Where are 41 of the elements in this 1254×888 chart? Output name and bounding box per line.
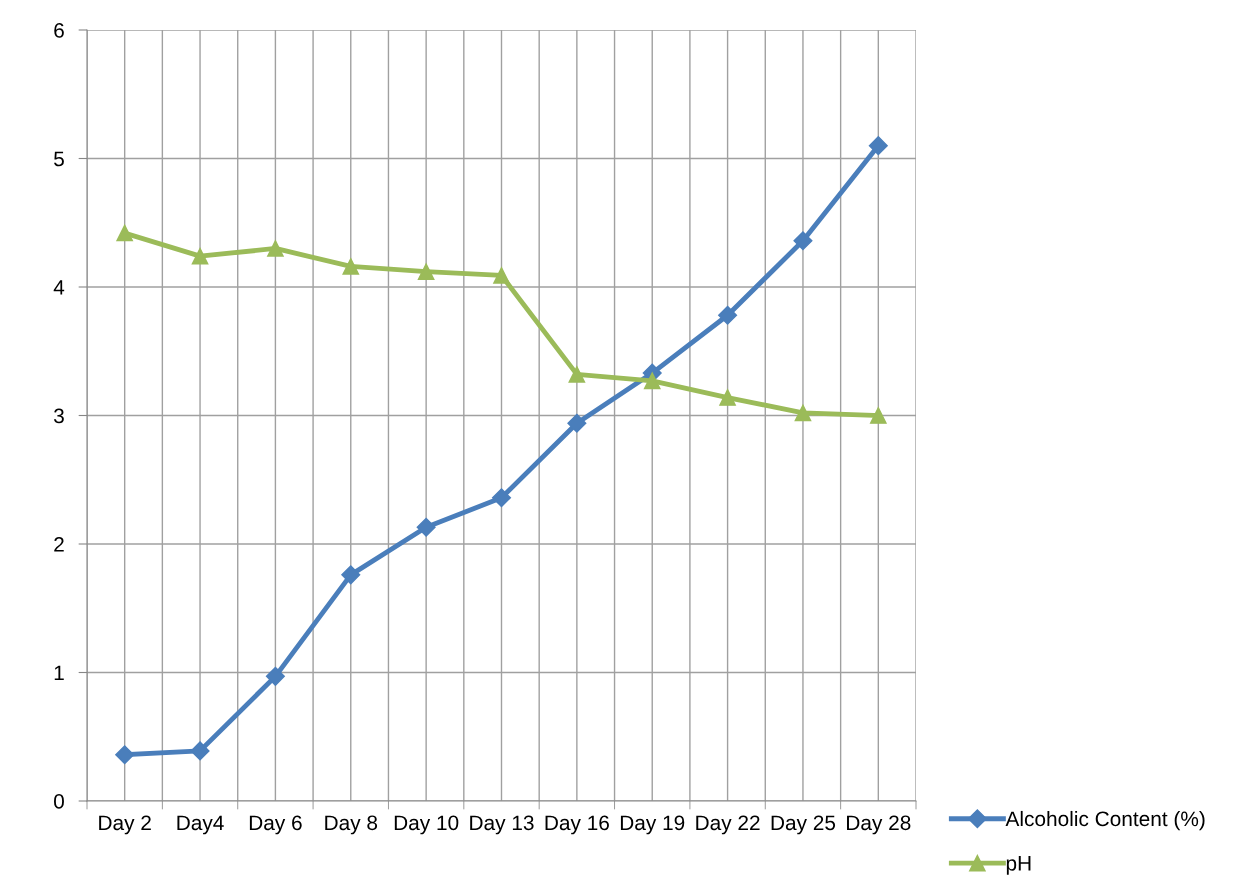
x-tick-label: Day4 [177, 815, 224, 835]
point [793, 231, 813, 251]
point [267, 240, 284, 257]
point [493, 267, 510, 284]
point [794, 404, 812, 422]
point [568, 366, 586, 383]
point [643, 372, 661, 390]
x-tick-label: Day 22 [696, 815, 760, 835]
x-tick-label: Day 8 [325, 815, 378, 835]
y-tick-label: 1 [54, 665, 64, 681]
x-tick-label: Day 6 [249, 815, 302, 835]
point [190, 741, 210, 761]
y-tick-label: 4 [53, 280, 65, 295]
point [718, 305, 738, 325]
point [191, 247, 209, 265]
legend-label: pH [1006, 856, 1031, 875]
point [869, 407, 887, 424]
point [567, 413, 587, 433]
y-tick-label: 6 [54, 23, 64, 38]
point [341, 565, 361, 585]
x-tick-label: Day 25 [771, 815, 836, 835]
x-tick-label: Day 10 [394, 815, 459, 835]
point [115, 745, 135, 765]
point [342, 258, 360, 275]
point [417, 263, 435, 280]
legend-label: Alcoholic Content (%) [1005, 810, 1205, 831]
y-tick-label: 2 [54, 537, 64, 552]
x-tick-label: Day 2 [99, 815, 151, 835]
y-tick-label: 5 [54, 151, 64, 167]
point [491, 488, 512, 508]
point [116, 224, 134, 242]
point [416, 517, 436, 537]
x-tick-label: Day 16 [545, 815, 609, 835]
x-tick-label: Day 13 [470, 815, 534, 835]
point [719, 389, 736, 406]
point [868, 136, 888, 156]
x-tick-label: Day 19 [620, 815, 685, 835]
y-tick-label: 3 [53, 408, 64, 424]
point [265, 666, 285, 686]
y-tick-label: 0 [54, 794, 64, 809]
x-tick-label: Day 28 [847, 815, 911, 835]
